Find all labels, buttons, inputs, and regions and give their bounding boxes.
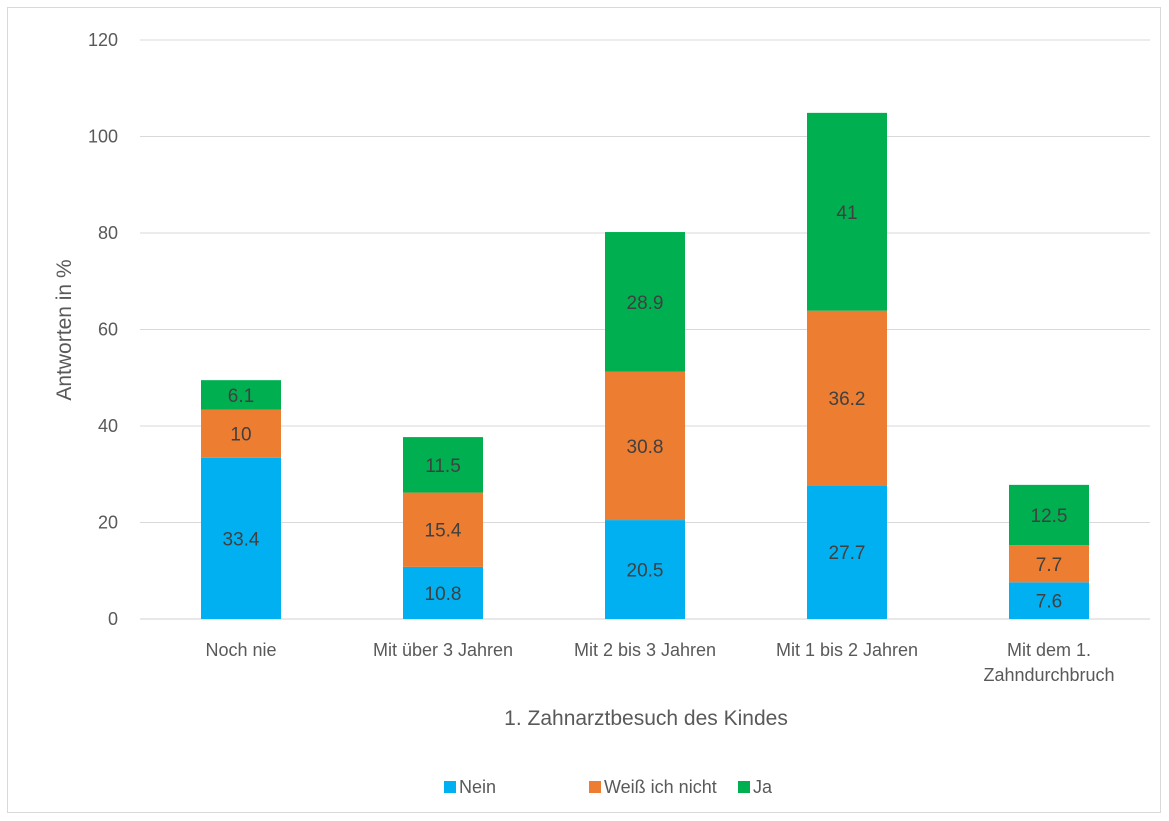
data-label: 33.4 [223,529,260,550]
legend-label: Nein [459,777,496,797]
y-tick-label: 60 [98,320,118,340]
y-tick-label: 0 [108,609,118,629]
x-category-label: Noch nie [205,640,276,660]
bar-segment [403,437,483,493]
x-category-label: Zahndurchbruch [983,665,1114,685]
data-label: 36.2 [829,389,866,410]
y-axis-title: Antworten in % [53,259,76,400]
legend-label: Ja [753,777,773,797]
data-label: 27.7 [829,543,866,564]
y-tick-label: 80 [98,223,118,243]
legend-swatch [738,781,750,793]
bar-segment [605,232,685,372]
data-label: 20.5 [627,561,664,582]
bar-segment [201,457,281,619]
bar-segment [807,112,887,311]
data-label: 15.4 [425,521,462,542]
data-label: 6.1 [228,386,254,407]
y-axis-ticks: 0 20 40 60 80 100 120 [88,30,118,629]
data-label: 7.6 [1036,592,1062,613]
data-label: 12.5 [1031,506,1068,527]
x-category-label: Mit dem 1. [1007,640,1091,660]
bar-segment [807,310,887,486]
bar-segment [1009,545,1089,583]
data-label: 7.7 [1036,555,1062,576]
bar-segment [403,492,483,567]
data-label: 10.8 [425,584,462,605]
x-axis-categories: Noch nie Mit über 3 Jahren Mit 2 bis 3 Jah… [205,640,1114,685]
chart-frame [7,7,1161,813]
bar-segment [807,485,887,619]
bar-segment [605,371,685,521]
bar-segment [1009,582,1089,619]
data-label: 11.5 [425,456,461,477]
data-label: 10 [230,425,251,446]
y-tick-label: 20 [98,513,118,533]
bar-segment [605,520,685,619]
data-label: 30.8 [627,437,664,458]
x-category-label: Mit 2 bis 3 Jahren [574,640,716,660]
data-label: 28.9 [627,293,664,314]
x-axis-title: 1. Zahnarztbesuch des Kindes [504,707,788,730]
bars [201,112,1089,619]
x-category-label: Mit 1 bis 2 Jahren [776,640,918,660]
x-category-label: Mit über 3 Jahren [373,640,513,660]
bar-segment [1009,484,1089,546]
data-label: 41 [836,203,857,224]
y-tick-label: 120 [88,30,118,50]
legend-label: Weiß ich nicht [604,777,717,797]
bar-segment [403,566,483,619]
bar-segment [201,409,281,458]
bar-segment [201,380,281,410]
data-labels: 33.4 10 6.1 10.8 15.4 11.5 20.5 30.8 28.9 27.7 36.… [223,203,1068,613]
legend-swatch [589,781,601,793]
legend-swatch [444,781,456,793]
legend: Nein Weiß ich nicht Ja [444,777,773,797]
y-tick-label: 40 [98,416,118,436]
y-tick-label: 100 [88,127,118,147]
